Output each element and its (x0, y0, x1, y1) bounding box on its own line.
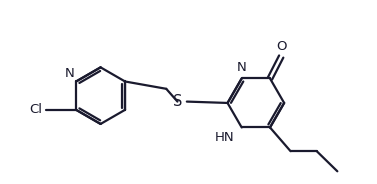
Text: Cl: Cl (29, 103, 42, 116)
Text: O: O (276, 40, 287, 53)
Text: N: N (237, 61, 247, 74)
Text: S: S (173, 94, 182, 109)
Text: N: N (64, 67, 74, 80)
Text: HN: HN (215, 131, 234, 144)
